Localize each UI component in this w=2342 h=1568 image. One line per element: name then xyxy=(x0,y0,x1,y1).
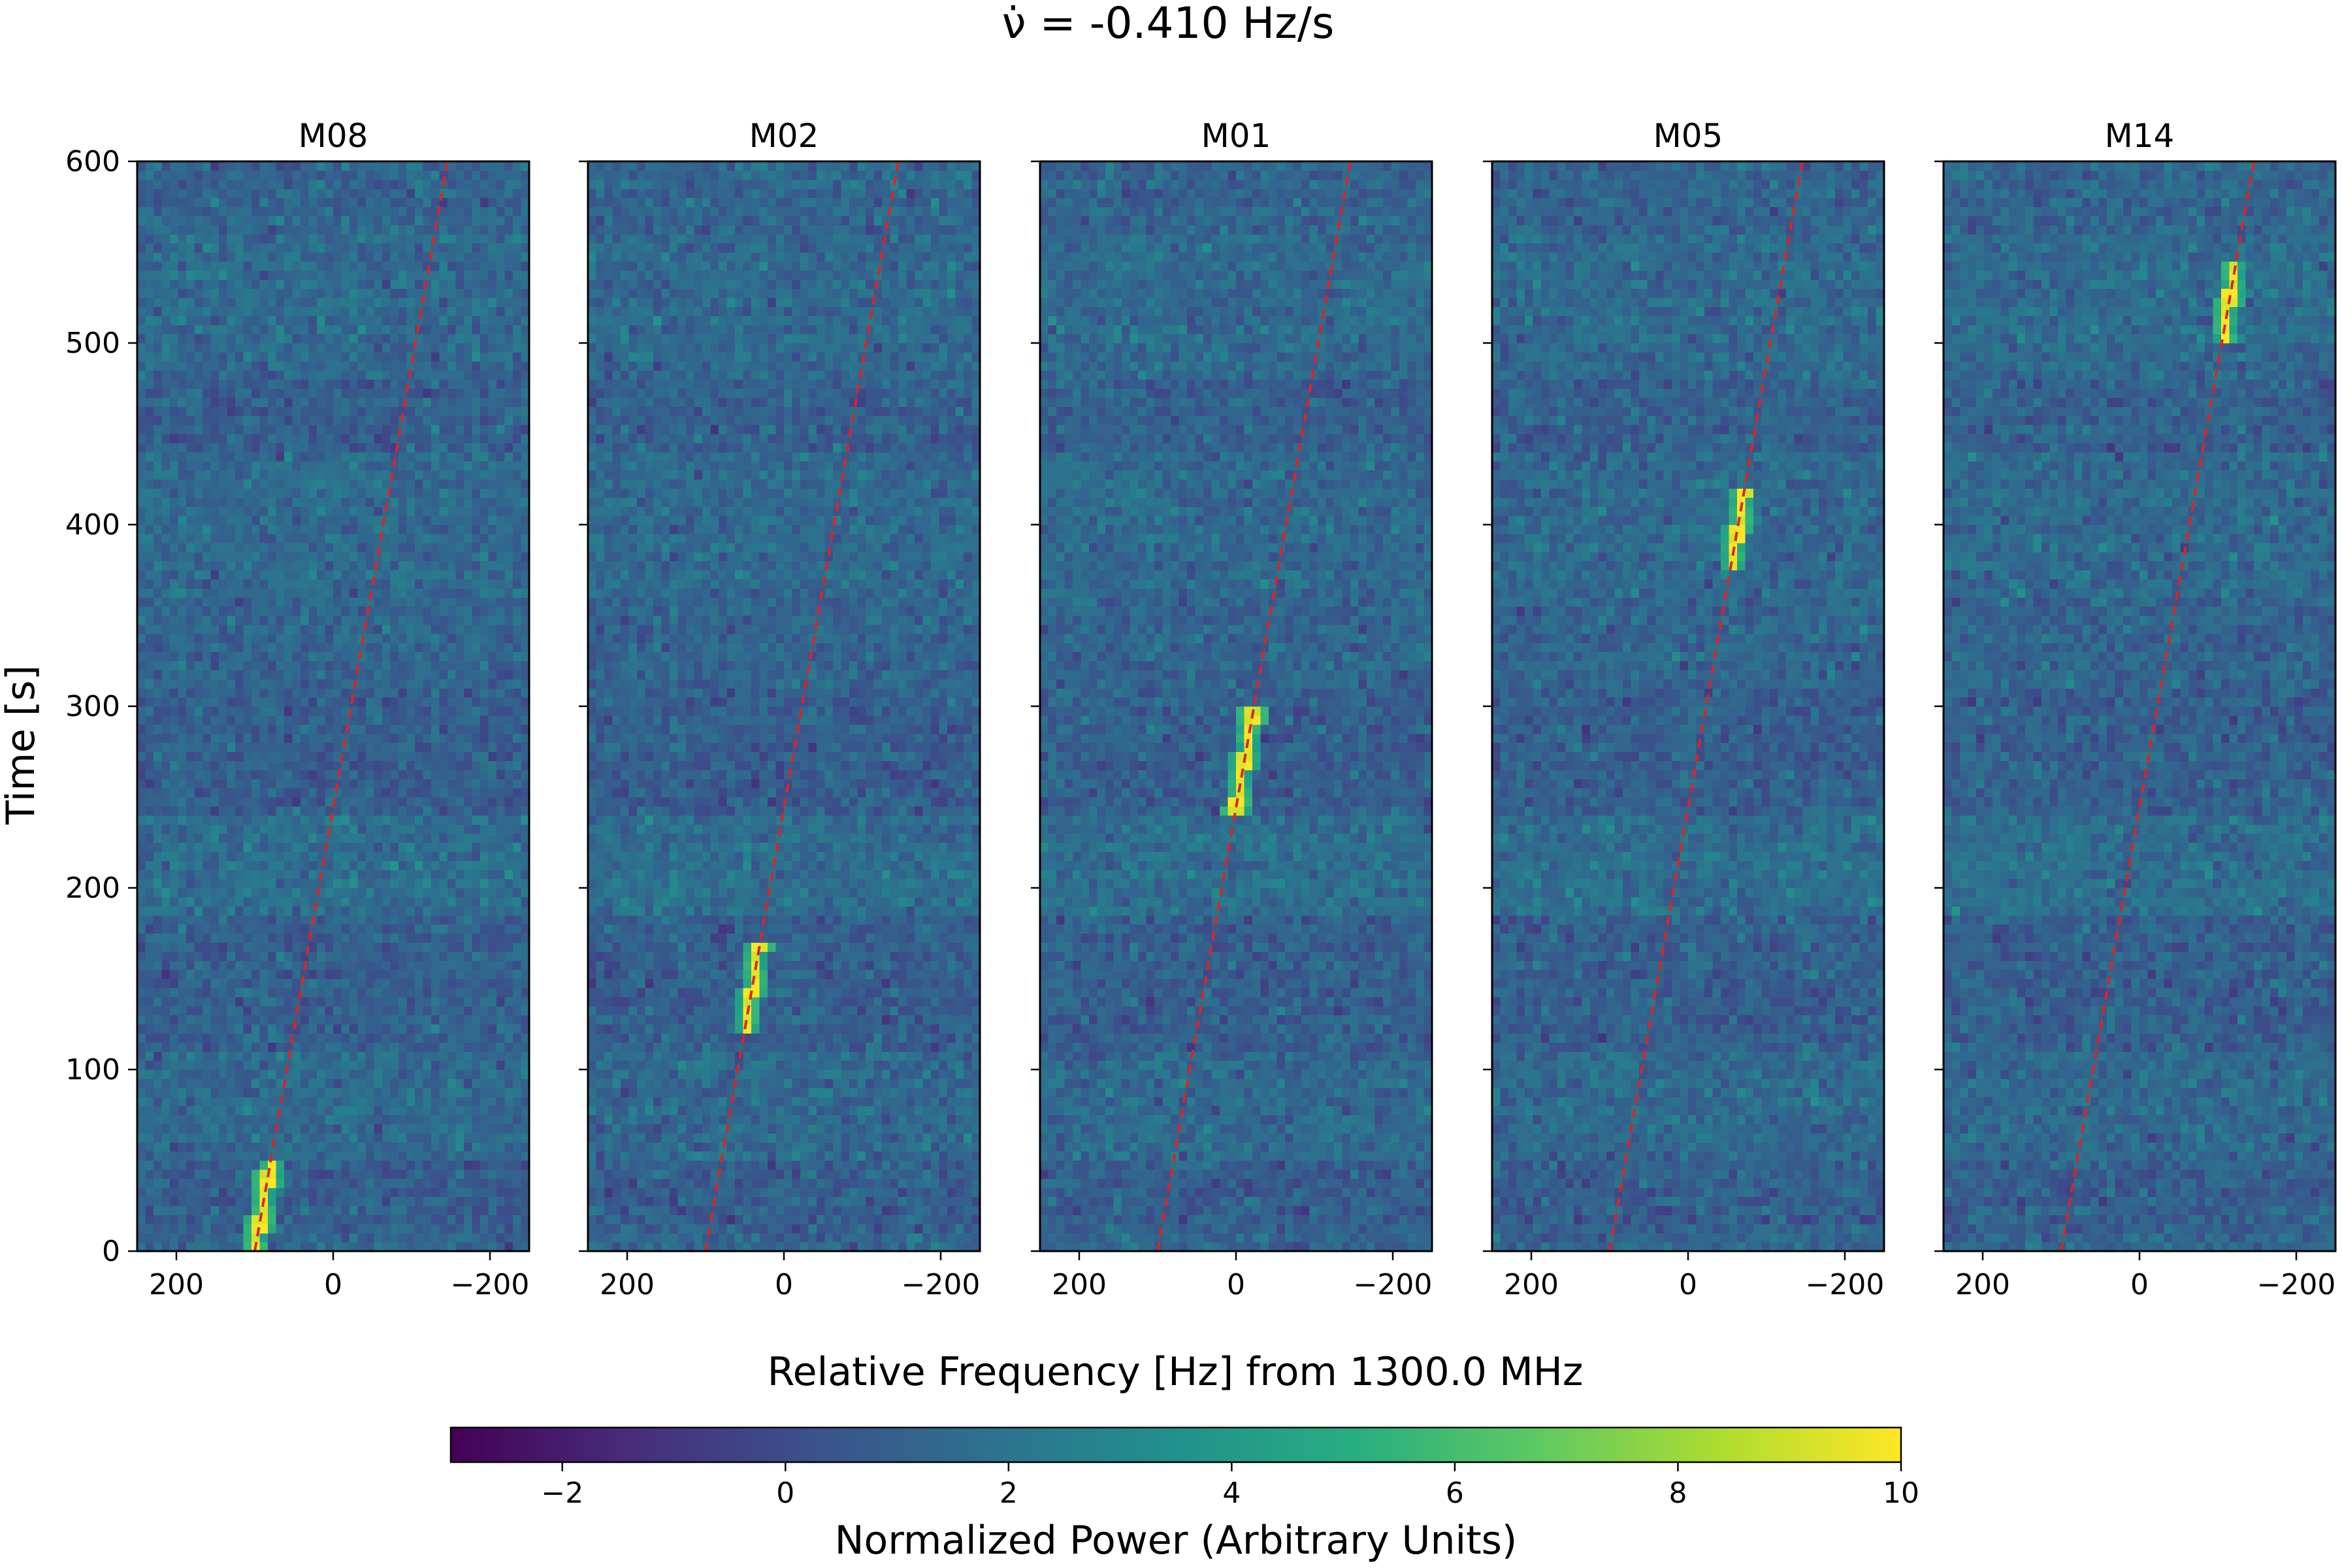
panel-title: M05 xyxy=(1653,117,1723,155)
colorbar-tick-label: 10 xyxy=(1883,1477,1919,1510)
colorbar-label: Normalized Power (Arbitrary Units) xyxy=(835,1518,1518,1563)
colorbar-gradient xyxy=(449,1426,1902,1463)
panel-title: M14 xyxy=(2105,117,2175,155)
panel-title: M08 xyxy=(299,117,368,155)
y-tick-label: 100 xyxy=(65,1053,120,1086)
x-tick-label: −200 xyxy=(902,1268,981,1301)
x-tick-label: 0 xyxy=(1679,1268,1697,1301)
x-axis-label: Relative Frequency [Hz] from 1300.0 MHz xyxy=(768,1349,1584,1395)
x-tick-label: 200 xyxy=(1955,1268,2010,1301)
colorbar: −2 0 2 4 6 8 10 xyxy=(449,1426,1919,1510)
panel-m05: M05 200 0 −200 xyxy=(1483,117,1885,1301)
drift-line xyxy=(2060,161,2256,1252)
y-axis-label: Time [s] xyxy=(0,665,44,825)
heatmap-cells xyxy=(1040,161,1433,1252)
y-tick-label: 200 xyxy=(65,872,120,905)
x-tick-label: −200 xyxy=(2257,1268,2336,1301)
heatmap-cells xyxy=(1944,161,2336,1252)
x-tick-label: 200 xyxy=(600,1268,655,1301)
y-tick-label: 0 xyxy=(102,1235,120,1268)
x-tick-label: 200 xyxy=(1052,1268,1107,1301)
colorbar-tick-label: 4 xyxy=(1222,1477,1241,1510)
panel-m02: M02 200 0 −200 xyxy=(579,117,981,1301)
heatmap-cells xyxy=(1492,161,1885,1252)
panel-m08: M08 200 0 −200 0 100 200 300 400 500 600 xyxy=(65,117,530,1301)
heatmap-cells xyxy=(137,161,530,1252)
panel-m14: M14 200 0 −200 xyxy=(1934,117,2337,1301)
chart-title: ν̇ = -0.410 Hz/s xyxy=(1002,0,1335,48)
colorbar-tick-label: 6 xyxy=(1446,1477,1464,1510)
x-tick-label: −200 xyxy=(1806,1268,1885,1301)
x-tick-label: −200 xyxy=(451,1268,530,1301)
x-tick-label: −200 xyxy=(1354,1268,1433,1301)
drift-line xyxy=(704,161,900,1252)
y-tick-label: 300 xyxy=(65,690,120,723)
drift-line xyxy=(1608,161,1804,1252)
x-tick-label: 0 xyxy=(2130,1268,2149,1301)
x-tick-label: 0 xyxy=(775,1268,793,1301)
y-tick-label: 500 xyxy=(65,327,120,360)
panels-layer: M08 200 0 −200 0 100 200 300 400 500 600 M02 200 0 −20… xyxy=(65,117,2337,1301)
x-tick-label: 200 xyxy=(1504,1268,1559,1301)
x-tick-label: 200 xyxy=(149,1268,204,1301)
colorbar-tick-label: 8 xyxy=(1668,1477,1687,1510)
drift-line xyxy=(1156,161,1352,1252)
y-tick-label: 400 xyxy=(65,508,120,542)
colorbar-tick-label: −2 xyxy=(541,1477,583,1510)
drift-line xyxy=(253,161,449,1252)
colorbar-tick-label: 2 xyxy=(1000,1477,1018,1510)
colorbar-tick-label: 0 xyxy=(776,1477,794,1510)
panel-title: M01 xyxy=(1201,117,1271,155)
panel-m01: M01 200 0 −200 xyxy=(1031,117,1433,1301)
panel-title: M02 xyxy=(749,117,819,155)
x-tick-label: 0 xyxy=(324,1268,342,1301)
y-tick-label: 600 xyxy=(65,145,120,178)
x-tick-label: 0 xyxy=(1227,1268,1245,1301)
heatmap-cells xyxy=(588,161,981,1252)
